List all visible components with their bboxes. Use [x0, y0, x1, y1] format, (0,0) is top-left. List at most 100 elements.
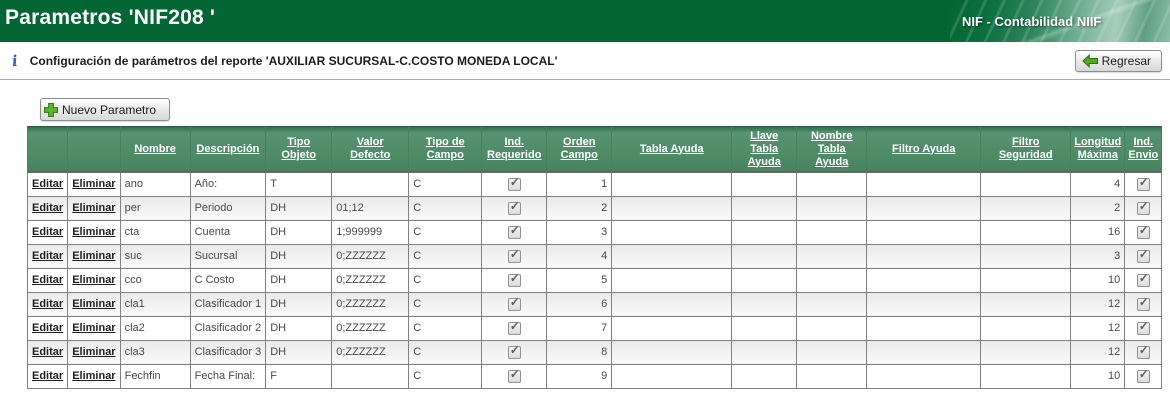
delete-cell: Eliminar: [67, 339, 121, 365]
back-button[interactable]: Regresar: [1074, 50, 1162, 72]
cell-nombre: cla3: [119, 339, 191, 365]
cell-orden_campo: 2: [546, 195, 613, 221]
delete-link[interactable]: Eliminar: [72, 178, 116, 190]
cell-descripcion: Clasificador 3: [189, 339, 267, 365]
cell-longitud_maxima: 12: [1070, 339, 1126, 365]
app-name: NIF - Contabilidad NIIF: [962, 13, 1102, 29]
delete-link[interactable]: Eliminar: [72, 250, 116, 262]
cell-nombre: cla1: [119, 291, 191, 317]
cell-filtro_ayuda: [866, 195, 982, 221]
column-sort-link[interactable]: Descripción: [196, 142, 260, 155]
column-header-descripcion: Descripción: [189, 125, 267, 173]
back-arrow-icon: [1081, 54, 1099, 68]
column-header-orden_campo: Orden Campo: [546, 125, 613, 173]
edit-link[interactable]: Editar: [32, 370, 64, 382]
edit-link[interactable]: Editar: [32, 250, 64, 262]
cell-tipo_objeto: F: [265, 363, 333, 389]
cell-orden_campo: 7: [546, 315, 613, 341]
cell-llave_tabla_ayuda: [731, 243, 798, 269]
check-icon: ✓: [509, 270, 520, 285]
cell-valor_defecto: 0;ZZZZZZ: [331, 243, 410, 269]
column-sort-link[interactable]: Ind. Envio: [1128, 136, 1159, 161]
cell-orden_campo: 3: [546, 219, 613, 245]
check-icon: ✓: [1138, 270, 1149, 285]
checkbox-ind_requerido-checked: ✓: [507, 319, 521, 335]
cell-valor_defecto: 01;12: [331, 195, 410, 221]
brand-image: NIF - Contabilidad NIIF: [950, 0, 1170, 42]
column-header-longitud_maxima: Longitud Máxima: [1070, 125, 1126, 173]
column-sort-link[interactable]: Orden Campo: [560, 136, 598, 161]
main-content: Nuevo Parametro Nombre Descripción Tipo Ob…: [0, 80, 1170, 389]
delete-link[interactable]: Eliminar: [72, 346, 116, 358]
cell-ind_envio: ✓: [1124, 171, 1163, 197]
edit-cell: Editar: [26, 315, 69, 341]
delete-link[interactable]: Eliminar: [72, 298, 116, 310]
checkbox-ind_requerido-checked: ✓: [507, 175, 521, 191]
edit-link[interactable]: Editar: [32, 178, 64, 190]
table-row: Editar Eliminar cta Cuenta DH 1;999999 C ✓ 3 16 ✓: [26, 219, 1163, 245]
delete-link[interactable]: Eliminar: [72, 370, 116, 382]
cell-tipo_de_campo: C: [408, 171, 483, 197]
check-icon: ✓: [509, 198, 520, 213]
checkbox-ind_requerido-checked: ✓: [507, 294, 521, 311]
cell-orden_campo: 8: [546, 339, 613, 365]
delete-link[interactable]: Eliminar: [72, 322, 116, 334]
cell-ind_requerido: ✓: [481, 291, 548, 317]
edit-link[interactable]: Editar: [32, 274, 64, 286]
cell-filtro_seguridad: [980, 363, 1072, 389]
checkbox-ind_envio-checked: ✓: [1136, 343, 1150, 359]
column-header-ind_envio: Ind. Envio: [1124, 125, 1163, 173]
cell-filtro_seguridad: [980, 267, 1072, 293]
column-sort-link[interactable]: Longitud Máxima: [1074, 136, 1122, 161]
delete-cell: Eliminar: [67, 267, 121, 293]
edit-link[interactable]: Editar: [32, 322, 64, 334]
delete-link[interactable]: Eliminar: [72, 274, 116, 286]
edit-link[interactable]: Editar: [32, 346, 64, 358]
new-parameter-button[interactable]: Nuevo Parametro: [40, 98, 170, 121]
column-sort-link[interactable]: Valor Defecto: [350, 136, 391, 161]
checkbox-ind_requerido-checked: ✓: [507, 270, 521, 287]
cell-filtro_seguridad: [980, 171, 1072, 197]
check-icon: ✓: [1138, 294, 1149, 309]
column-header-filtro_seguridad: Filtro Seguridad: [980, 125, 1072, 173]
column-sort-link[interactable]: Llave Tabla Ayuda: [747, 129, 781, 168]
column-sort-link[interactable]: Ind. Requerido: [487, 136, 542, 161]
column-sort-link[interactable]: Nombre Tabla Ayuda: [810, 129, 853, 168]
cell-tipo_de_campo: C: [408, 291, 483, 317]
cell-nombre_tabla_ayuda: [796, 219, 868, 245]
column-header-valor_defecto: Valor Defecto: [331, 125, 410, 173]
cell-filtro_seguridad: [980, 291, 1072, 317]
column-sort-link[interactable]: Nombre: [134, 142, 176, 155]
column-sort-link[interactable]: Filtro Seguridad: [998, 136, 1053, 161]
cell-filtro_ayuda: [866, 171, 982, 197]
checkbox-ind_requerido-checked: ✓: [507, 223, 521, 239]
column-sort-link[interactable]: Tipo Objeto: [281, 136, 317, 161]
cell-nombre: ano: [119, 171, 191, 197]
edit-link[interactable]: Editar: [32, 226, 64, 238]
delete-link[interactable]: Eliminar: [72, 226, 116, 238]
column-sort-link[interactable]: Tabla Ayuda: [639, 142, 704, 155]
info-icon: i: [11, 51, 19, 70]
column-header-tipo_objeto: Tipo Objeto: [265, 125, 333, 173]
column-sort-link[interactable]: Tipo de Campo: [425, 136, 465, 161]
cell-tabla_ayuda: [611, 363, 733, 389]
column-header-tipo_de_campo: Tipo de Campo: [408, 125, 483, 173]
edit-link[interactable]: Editar: [32, 298, 64, 310]
column-sort-link[interactable]: Filtro Ayuda: [892, 142, 956, 155]
cell-filtro_seguridad: [980, 339, 1072, 365]
cell-tipo_objeto: DH: [265, 195, 333, 221]
delete-link[interactable]: Eliminar: [72, 202, 116, 214]
edit-link[interactable]: Editar: [32, 202, 64, 214]
new-parameter-label: Nuevo Parametro: [62, 102, 157, 117]
cell-llave_tabla_ayuda: [731, 339, 798, 365]
checkbox-ind_requerido-checked: ✓: [507, 367, 521, 383]
table-row: Editar Eliminar suc Sucursal DH 0;ZZZZZZ C ✓ 4 3 ✓: [26, 243, 1163, 269]
cell-ind_envio: ✓: [1124, 267, 1163, 293]
cell-filtro_seguridad: [980, 243, 1072, 269]
cell-tipo_de_campo: C: [408, 243, 483, 269]
check-icon: ✓: [509, 294, 520, 309]
cell-longitud_maxima: 3: [1070, 243, 1126, 269]
checkbox-ind_requerido-checked: ✓: [507, 198, 521, 215]
cell-longitud_maxima: 10: [1070, 363, 1126, 389]
cell-ind_requerido: ✓: [481, 267, 548, 293]
